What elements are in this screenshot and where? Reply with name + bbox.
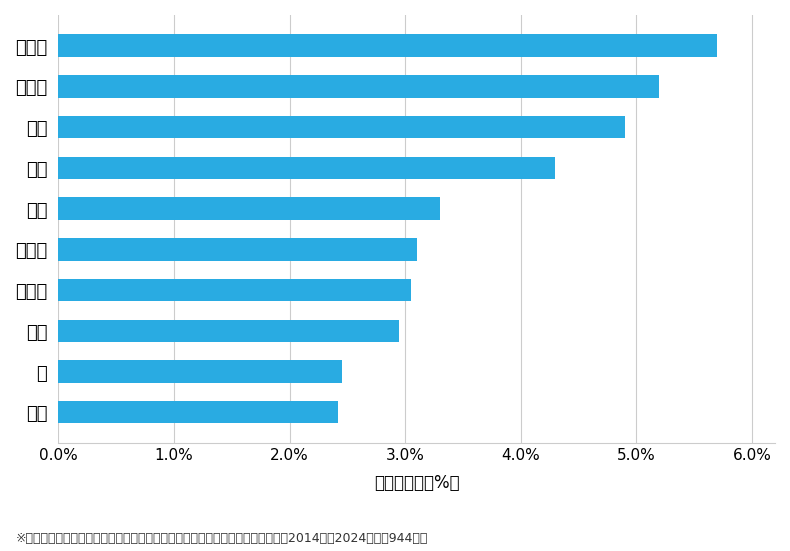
Bar — [58, 401, 338, 424]
Bar — [58, 279, 411, 301]
Bar — [58, 320, 399, 342]
Text: ※弊社受付の案件を対象に、受付時に市区町村の回答があったものを集計（期閒2014年～2024年、訜944件）: ※弊社受付の案件を対象に、受付時に市区町村の回答があったものを集計（期閒2014… — [16, 532, 428, 545]
X-axis label: 件数の割合（%）: 件数の割合（%） — [374, 474, 460, 492]
Bar — [58, 197, 440, 220]
Bar — [58, 116, 625, 138]
Bar — [58, 156, 555, 179]
Bar — [58, 238, 416, 261]
Bar — [58, 75, 660, 98]
Bar — [58, 360, 341, 383]
Bar — [58, 35, 717, 57]
